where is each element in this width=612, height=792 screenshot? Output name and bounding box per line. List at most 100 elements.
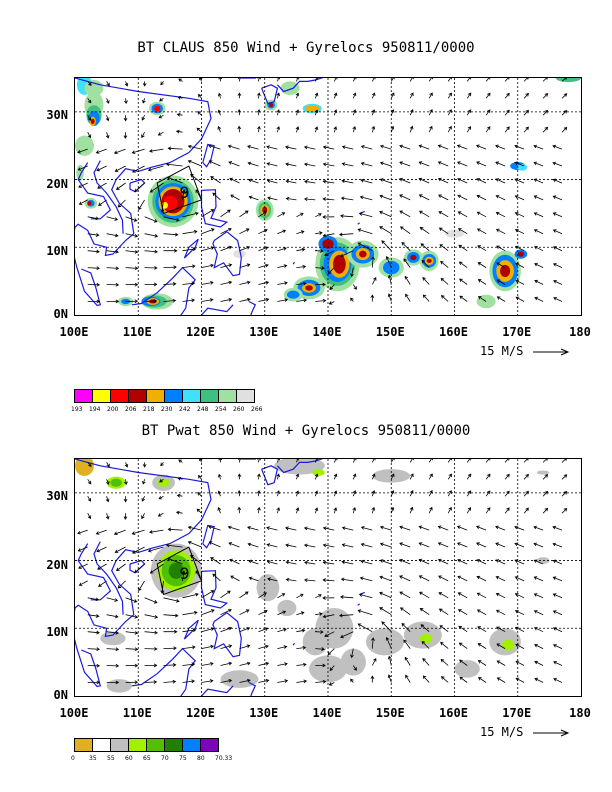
wind-arrow	[457, 575, 468, 582]
wind-arrow	[322, 614, 335, 619]
wind-arrow	[315, 630, 324, 634]
wind-arrow	[340, 214, 354, 218]
wind-arrow	[201, 662, 214, 666]
coastline-segment	[93, 160, 124, 234]
wind-arrow	[256, 109, 261, 116]
colorbar-swatch	[128, 389, 147, 403]
lon-label: 140E	[312, 706, 342, 720]
wind-arrow	[237, 92, 242, 99]
wind-arrow	[387, 655, 392, 666]
wind-arrow	[314, 490, 319, 497]
wind-arrow	[327, 648, 335, 656]
shaded-region	[110, 478, 122, 487]
wind-arrow	[485, 490, 491, 497]
wind-arrow	[198, 78, 203, 82]
wind-arrow	[399, 591, 411, 599]
wind-arrow	[239, 297, 251, 302]
wind-arrow	[561, 78, 567, 82]
wind-arrow	[257, 125, 261, 133]
wind-arrow	[533, 593, 544, 599]
wind-arrow	[533, 195, 544, 201]
wind-arrow	[210, 176, 221, 184]
wind-arrow	[514, 212, 525, 218]
wind-arrow	[333, 92, 338, 99]
wind-arrow	[534, 660, 544, 666]
wind-arrow	[350, 648, 354, 659]
wind-arrow	[440, 277, 449, 285]
wind-arrow	[296, 679, 308, 684]
wind-arrow	[201, 209, 215, 218]
wind-arrow	[123, 513, 128, 520]
shaded-region	[426, 258, 432, 263]
wind-arrow	[523, 490, 529, 497]
wind-arrow	[533, 525, 544, 531]
wind-arrow	[257, 459, 261, 463]
wind-arrow	[296, 281, 307, 286]
wind-arrow	[87, 299, 101, 304]
wind-arrow	[456, 144, 468, 150]
wind-arrow	[542, 507, 549, 514]
wind-arrow	[87, 513, 92, 520]
wind-arrow	[352, 125, 357, 133]
wind-arrow	[315, 612, 323, 616]
wind-arrow	[187, 525, 202, 531]
wind-arrow	[504, 459, 510, 463]
wind-arrow	[409, 489, 414, 497]
wind-arrow	[328, 682, 335, 686]
colorbar-swatch	[164, 738, 183, 752]
wind-arrow	[552, 610, 563, 616]
wind-arrow	[322, 526, 335, 531]
wind-arrow	[237, 459, 242, 463]
wind-arrow	[422, 277, 430, 285]
wind-arrow	[359, 576, 373, 582]
wind-arrow	[533, 161, 544, 167]
wind-arrow	[534, 246, 544, 252]
wind-arrow	[134, 563, 145, 574]
wind-arrow	[437, 177, 449, 184]
wind-arrow	[534, 262, 544, 268]
wind-arrow	[371, 277, 377, 285]
wind-arrow	[142, 98, 146, 104]
wind-arrow	[258, 678, 270, 683]
gyre-marker: 9	[179, 183, 189, 202]
shaded-region	[454, 660, 480, 678]
wind-arrow	[87, 479, 92, 485]
wind-arrow	[220, 263, 233, 268]
wind-arrow	[78, 182, 88, 188]
wind-arrow	[404, 275, 411, 285]
wind-arrow	[266, 560, 278, 565]
wind-arrow	[358, 212, 373, 218]
wind-arrow	[96, 165, 107, 172]
coastline-segment	[357, 603, 360, 606]
wind-arrow	[142, 479, 146, 485]
lon-label: 180	[569, 325, 591, 339]
wind-arrow	[257, 78, 261, 82]
coastline-segment	[93, 541, 124, 615]
wind-arrow	[422, 675, 430, 683]
wind-arrow	[258, 661, 270, 666]
wind-arrow	[495, 559, 506, 565]
wind-arrow	[515, 643, 525, 649]
wind-arrow	[322, 596, 335, 600]
wind-arrow	[418, 161, 430, 167]
coastline-segment	[200, 189, 229, 228]
wind-arrow	[196, 508, 202, 514]
wind-arrow	[523, 507, 529, 514]
wind-arrow	[515, 660, 525, 666]
wind-arrow	[87, 597, 100, 602]
wind-arrow	[457, 559, 468, 565]
wind-arrow	[144, 233, 159, 238]
wind-arrow	[352, 459, 357, 463]
wind-arrow	[163, 265, 177, 270]
shaded-region	[87, 201, 92, 206]
wind-arrow	[125, 216, 138, 222]
wind-arrow	[201, 644, 215, 649]
wind-arrow	[422, 294, 430, 302]
wind-arrow	[138, 199, 145, 211]
reference-vector-label: 15 M/S	[480, 725, 524, 739]
wind-arrow	[515, 296, 525, 302]
wind-arrow	[447, 459, 452, 463]
wind-arrow	[149, 529, 164, 534]
lon-label: 100E	[59, 325, 89, 339]
wind-arrow	[552, 195, 563, 201]
